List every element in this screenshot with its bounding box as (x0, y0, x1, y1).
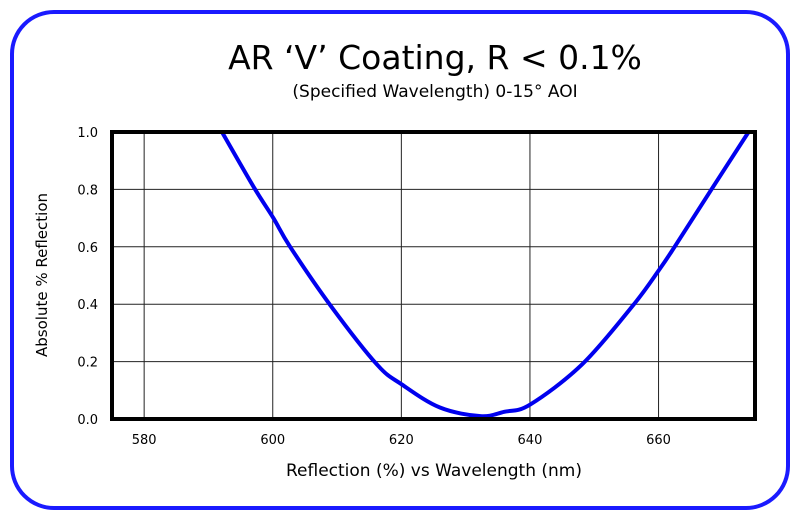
y-tick-label: 0.0 (77, 413, 98, 428)
x-tick-label: 620 (389, 433, 414, 448)
x-tick-label: 660 (646, 433, 671, 448)
chart-border (10, 10, 790, 510)
chart-subtitle: (Specified Wavelength) 0-15° AOI (292, 82, 578, 102)
tick-labels: 580 600 620 640 660 0.0 0.2 0.4 0.6 0.8 1.0 (77, 126, 671, 448)
y-tick-label: 0.2 (77, 356, 98, 371)
y-tick-label: 1.0 (77, 126, 98, 141)
y-tick-label: 0.6 (77, 241, 98, 256)
y-tick-label: 0.4 (77, 298, 98, 313)
x-axis-label: Reflection (%) vs Wavelength (nm) (286, 461, 582, 481)
plot-lines (220, 130, 751, 419)
x-tick-label: 600 (260, 433, 285, 448)
x-tick-label: 580 (132, 433, 157, 448)
y-axis-label: Absolute % Reflection (33, 193, 51, 357)
chart-title: AR ‘V’ Coating, R < 0.1% (228, 38, 642, 77)
plot-frame (110, 130, 757, 421)
y-tick-label: 0.8 (77, 183, 98, 198)
x-tick-label: 640 (518, 433, 543, 448)
series-line (220, 130, 751, 419)
grid (112, 132, 755, 419)
